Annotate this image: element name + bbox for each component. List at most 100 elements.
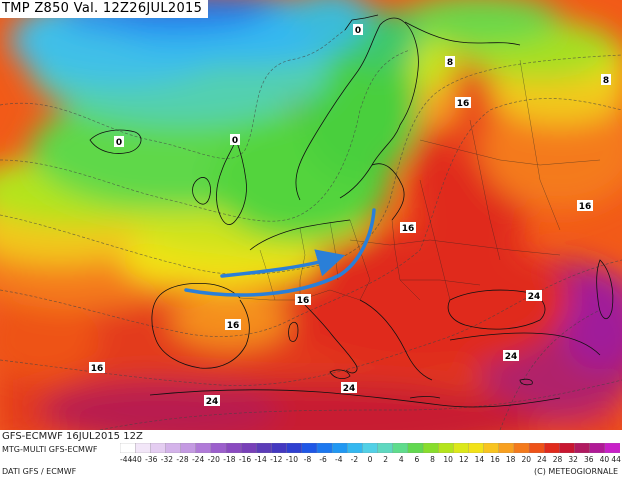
svg-text:16: 16 — [91, 364, 104, 374]
scale-swatch — [377, 443, 394, 453]
scale-tick-label: 6 — [414, 455, 420, 464]
credit-label: (C) METEOGIORNALE — [534, 467, 618, 476]
svg-text:24: 24 — [528, 292, 541, 302]
temperature-map: 0 0 0 8 8 16 16 16 16 16 16 24 24 24 24 … — [0, 0, 622, 430]
run-label: GFS-ECMWF 16JUL2015 12Z — [2, 431, 143, 442]
scale-swatch — [574, 443, 591, 453]
scale-tick-label: -4 — [335, 455, 343, 464]
scale-tick-label: -18 — [223, 455, 236, 464]
svg-text:16: 16 — [297, 296, 310, 306]
scale-tick-label: 44 — [611, 455, 621, 464]
isotherm-label-24-turkey: 24 — [526, 290, 542, 302]
scale-swatch — [241, 443, 257, 453]
isotherm-labels: 0 0 0 8 8 16 16 16 16 16 16 24 24 24 24 — [89, 24, 611, 407]
scale-tick-label: 18 — [505, 455, 516, 464]
svg-text:24: 24 — [206, 397, 219, 407]
scale-tick-label: -20 — [207, 455, 220, 464]
scale-tick-label: -14 — [254, 455, 267, 464]
scale-swatch — [225, 443, 242, 453]
scale-swatch — [468, 443, 485, 453]
isotherm-label-8-barents: 8 — [445, 56, 455, 68]
color-scale-ticks: -44 -40 -36 -32 -28 -24 -20 -18 -16 -14 -12 -10 -8 -6… — [120, 455, 621, 465]
scale-tick-label: 40 — [599, 455, 610, 464]
svg-text:16: 16 — [579, 202, 592, 212]
scale-swatch — [331, 443, 348, 453]
scale-swatch — [604, 443, 620, 453]
scale-tick-label: -10 — [285, 455, 299, 464]
map-footer: GFS-ECMWF 16JUL2015 12Z MTG-MULTI GFS-EC… — [0, 430, 622, 480]
scale-tick-label: -36 — [145, 455, 158, 464]
scale-swatch — [559, 443, 575, 453]
scale-tick-label: 16 — [490, 455, 500, 464]
scale-tick-label: 36 — [584, 455, 594, 464]
scale-swatch — [483, 443, 500, 453]
scale-tick-label: 0 — [367, 455, 373, 464]
scale-tick-label: 4 — [398, 455, 404, 464]
isotherm-label-0-atlantic-west: 0 — [114, 136, 124, 148]
svg-text:16: 16 — [457, 99, 470, 109]
svg-text:24: 24 — [343, 384, 356, 394]
scale-swatch — [120, 443, 136, 453]
svg-text:8: 8 — [603, 76, 609, 86]
scale-swatch — [422, 443, 439, 453]
scale-swatch — [544, 443, 560, 453]
scale-swatch — [286, 443, 303, 453]
svg-text:0: 0 — [116, 138, 122, 148]
scale-swatch — [498, 443, 515, 453]
scale-swatch — [513, 443, 530, 453]
scale-swatch — [195, 443, 212, 453]
scale-tick-label: -8 — [303, 455, 312, 464]
isotherm-label-24-mediterranean: 24 — [341, 382, 357, 394]
scale-swatch — [210, 443, 227, 453]
svg-text:16: 16 — [227, 321, 240, 331]
svg-text:24: 24 — [505, 352, 518, 362]
temperature-field — [0, 0, 622, 430]
scale-swatch — [180, 443, 197, 453]
flow-arrows — [184, 208, 376, 297]
scale-swatch — [316, 443, 333, 453]
svg-text:16: 16 — [402, 224, 415, 234]
scale-tick-label: -32 — [160, 455, 174, 464]
color-scale-bar — [120, 443, 620, 453]
scale-tick-label: -6 — [319, 455, 327, 464]
scale-tick-label: -44 — [120, 455, 133, 464]
model-label: MTG-MULTI GFS-ECMWF — [2, 445, 98, 454]
isotherm-label-16-atlantic-sw: 16 — [89, 362, 105, 374]
scale-swatch — [256, 443, 272, 453]
scale-swatch — [528, 443, 545, 453]
scale-swatch — [589, 443, 606, 453]
flow-arrow-upper — [220, 249, 346, 278]
scale-tick-label: 20 — [521, 455, 532, 464]
isotherm-label-8-russia-ne: 8 — [601, 74, 611, 86]
scale-tick-label: 14 — [474, 455, 485, 464]
svg-text:0: 0 — [232, 136, 238, 146]
scale-tick-label: 24 — [537, 455, 547, 464]
isotherm-label-0-scandinavia: 0 — [353, 24, 363, 36]
scale-tick-label: -16 — [238, 455, 252, 464]
scale-swatch — [150, 443, 166, 453]
scale-swatch — [134, 443, 151, 453]
flow-arrow-lower — [184, 208, 376, 297]
scale-tick-label: -28 — [176, 455, 189, 464]
isotherm-label-16-biscay: 16 — [225, 319, 241, 331]
scale-tick-label: 28 — [552, 455, 563, 464]
scale-tick-label: -2 — [350, 455, 359, 464]
scale-swatch — [453, 443, 469, 453]
svg-text:8: 8 — [447, 58, 453, 68]
isotherm-label-16-poland: 16 — [400, 222, 416, 234]
map-canvas: 0 0 0 8 8 16 16 16 16 16 16 24 24 24 24 — [0, 0, 622, 430]
scale-swatch — [165, 443, 182, 453]
isotherm-label-16-russia: 16 — [455, 97, 471, 109]
isotherm-label-0-north-sea: 0 — [230, 134, 240, 146]
scale-tick-label: -24 — [191, 455, 205, 464]
isotherm-label-16-alps: 16 — [295, 294, 311, 306]
scale-swatch — [438, 443, 454, 453]
isotherm-label-24-north-africa: 24 — [204, 395, 220, 407]
scale-swatch — [271, 443, 288, 453]
scale-tick-label: 32 — [568, 455, 578, 464]
coastlines — [89, 14, 614, 408]
scale-swatch — [407, 443, 424, 453]
scale-tick-label: -12 — [270, 455, 283, 464]
scale-swatch — [347, 443, 363, 453]
isotherm-label-24-aegean: 24 — [503, 350, 519, 362]
